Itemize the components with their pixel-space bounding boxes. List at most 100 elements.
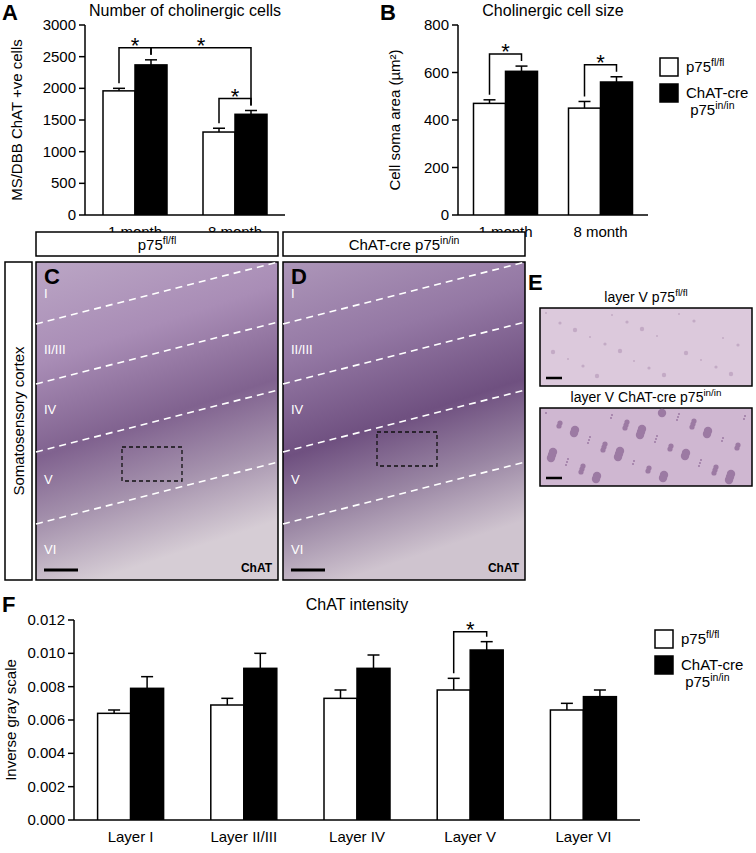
texture bbox=[611, 414, 613, 416]
texture bbox=[662, 373, 666, 377]
layer-boundary bbox=[36, 262, 278, 324]
bar bbox=[135, 65, 167, 215]
bar bbox=[244, 668, 277, 820]
error-cap bbox=[481, 641, 493, 643]
layer-boundary bbox=[283, 462, 525, 524]
y-axis bbox=[84, 25, 86, 215]
texture bbox=[729, 372, 733, 376]
texture bbox=[618, 349, 622, 353]
layer-label: VI bbox=[44, 542, 56, 557]
y-tick-label: 200 bbox=[424, 159, 449, 176]
y-tick bbox=[452, 24, 458, 26]
texture bbox=[700, 359, 702, 361]
texture bbox=[656, 335, 658, 337]
texture bbox=[681, 452, 689, 460]
panel-letter: E bbox=[528, 270, 543, 295]
y-tick bbox=[79, 56, 85, 58]
chart-a: ANumber of cholinergic cellsMS/DBB ChAT … bbox=[2, 0, 285, 240]
error-cap bbox=[594, 689, 606, 691]
legend-swatch bbox=[655, 656, 673, 674]
bar bbox=[235, 114, 267, 215]
y-tick-label: 500 bbox=[51, 174, 76, 191]
x-tick-label: 8 month bbox=[573, 223, 627, 240]
bar bbox=[569, 108, 601, 215]
bars bbox=[98, 642, 617, 820]
y-tick bbox=[79, 24, 85, 26]
text-run: p75 bbox=[686, 101, 715, 118]
error-bar bbox=[579, 101, 591, 108]
texture bbox=[625, 320, 628, 323]
y-axis bbox=[457, 25, 459, 215]
y-tick-label: 0 bbox=[441, 206, 449, 223]
error-line bbox=[453, 678, 455, 690]
chart-f: FChAT intensityInverse gray scale0.0000.… bbox=[2, 592, 743, 845]
significance-label: * bbox=[596, 50, 605, 75]
text-run: p75 bbox=[681, 630, 706, 647]
inset-image bbox=[540, 408, 752, 486]
legend-label: p75fl/fl bbox=[681, 628, 719, 647]
layer-boundary bbox=[36, 462, 278, 524]
side-label: Somatosensory cortex bbox=[10, 346, 27, 496]
texture bbox=[692, 319, 695, 322]
text-run: layer bbox=[604, 289, 635, 305]
error-bar bbox=[221, 698, 233, 705]
texture bbox=[578, 469, 583, 474]
texture bbox=[581, 364, 584, 367]
layer-label: V bbox=[291, 472, 300, 487]
x-tick-label: Layer II/III bbox=[210, 828, 277, 845]
legend-swatch bbox=[660, 84, 678, 102]
error-bar bbox=[141, 677, 153, 689]
texture bbox=[600, 447, 605, 452]
y-tick bbox=[452, 72, 458, 74]
inset-image bbox=[540, 308, 752, 386]
layer-label: IV bbox=[44, 402, 57, 417]
error-line bbox=[340, 690, 342, 698]
texture bbox=[699, 462, 701, 464]
texture bbox=[722, 337, 724, 339]
bar bbox=[470, 650, 503, 820]
error-bar bbox=[254, 653, 266, 668]
texture bbox=[703, 430, 711, 438]
error-bar bbox=[448, 678, 460, 690]
texture bbox=[551, 350, 555, 354]
superscript: fl/fl bbox=[706, 628, 719, 640]
y-tick bbox=[68, 619, 74, 621]
bar bbox=[203, 132, 235, 215]
y-axis-label: MS/DBB ChAT +ve cells bbox=[8, 39, 25, 201]
panel-letter: C bbox=[44, 264, 60, 289]
chart-b: BCholinergic cell sizeCell soma area (µm… bbox=[380, 0, 748, 240]
y-tick bbox=[68, 686, 74, 688]
texture bbox=[614, 453, 622, 461]
error-line bbox=[584, 101, 586, 108]
texture bbox=[558, 321, 561, 324]
y-axis-label: Cell soma area (µm²) bbox=[386, 49, 403, 190]
y-tick bbox=[68, 753, 74, 755]
panel-letter: F bbox=[2, 592, 15, 617]
inset-marker bbox=[377, 432, 437, 466]
panel-letter: A bbox=[2, 0, 18, 25]
bars bbox=[103, 60, 267, 215]
error-cap bbox=[254, 653, 266, 655]
superscript: in/in bbox=[703, 387, 721, 398]
layer-boundary bbox=[36, 390, 278, 452]
scale-bar bbox=[546, 477, 562, 480]
legend-label: p75fl/fl bbox=[686, 56, 724, 75]
texture bbox=[632, 463, 634, 465]
bar bbox=[474, 103, 506, 215]
error-line bbox=[150, 60, 152, 65]
layer-label: V bbox=[44, 472, 53, 487]
bar bbox=[583, 697, 616, 820]
x-tick-label: Layer V bbox=[444, 828, 496, 845]
legend-swatch bbox=[655, 630, 673, 648]
significance-label: * bbox=[197, 33, 206, 58]
superscript: fl/fl bbox=[163, 234, 176, 246]
texture bbox=[566, 461, 568, 463]
error-bar bbox=[335, 690, 347, 698]
texture bbox=[711, 470, 716, 475]
texture bbox=[545, 312, 547, 314]
texture bbox=[700, 459, 702, 461]
texture bbox=[633, 460, 635, 462]
y-tick bbox=[68, 653, 74, 655]
bars bbox=[474, 66, 633, 215]
error-bar bbox=[516, 66, 528, 71]
